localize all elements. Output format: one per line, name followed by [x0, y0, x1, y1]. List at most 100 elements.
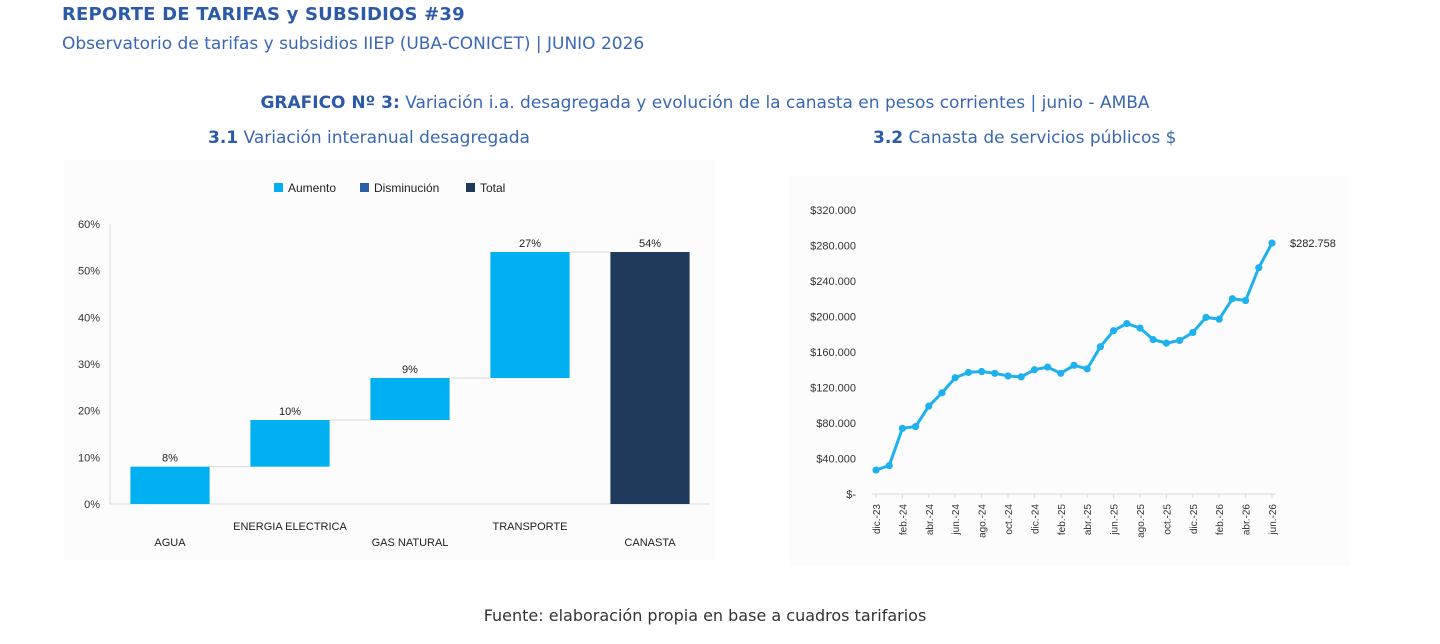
bar-transporte — [490, 252, 570, 378]
y-tick-label: $280.000 — [810, 241, 856, 253]
data-point — [1215, 315, 1223, 323]
waterfall-chart-panel: Aumento Disminución Total 0% 10% 20% 30% 40% 50%… — [64, 160, 714, 560]
data-point — [1030, 366, 1038, 374]
data-point — [1070, 361, 1078, 369]
y-tick-label: 50% — [78, 266, 100, 278]
data-point — [925, 402, 933, 410]
data-point — [1268, 239, 1276, 247]
data-point — [1123, 320, 1131, 328]
x-tick-label: dic.-23 — [872, 504, 883, 534]
figure-heading: GRAFICO Nº 3: Variación i.a. desagregada… — [0, 93, 1410, 113]
data-point — [938, 389, 946, 397]
y-tick-label: 40% — [78, 312, 100, 324]
x-tick-label: jun.-24 — [951, 504, 962, 536]
line-chart: $- $40.000 $80.000 $120.000 $160.000 $200.000… — [810, 205, 1336, 538]
panel-title-right: 3.2 Canasta de servicios públicos $ — [873, 128, 1176, 148]
category-label: TRANSPORTE — [493, 521, 568, 533]
y-tick-label: $- — [846, 489, 856, 501]
waterfall-chart: Aumento Disminución Total 0% 10% 20% 30% 40% 50%… — [78, 181, 710, 549]
data-point — [885, 462, 893, 470]
y-tick-label: 30% — [78, 359, 100, 371]
legend-swatch-total — [466, 183, 475, 192]
legend-swatch-aumento — [274, 183, 283, 192]
data-point — [951, 374, 959, 382]
data-label: 10% — [279, 406, 301, 418]
x-tick-label: abr.-26 — [1242, 504, 1253, 536]
x-tick-label: dic.-25 — [1189, 504, 1200, 534]
bar-energia-electrica — [250, 420, 330, 467]
data-point — [1004, 372, 1012, 380]
data-point — [1242, 296, 1250, 305]
data-point — [1176, 336, 1184, 345]
data-point — [1096, 343, 1104, 351]
y-tick-label: $240.000 — [810, 276, 856, 288]
x-tick-label: jun.-26 — [1268, 504, 1279, 536]
y-tick-label: $200.000 — [810, 312, 856, 324]
x-tick-label: jun.-25 — [1110, 504, 1121, 536]
figure-title: Variación i.a. desagregada y evolución d… — [405, 93, 1150, 113]
category-label: CANASTA — [624, 537, 676, 549]
data-point — [1017, 373, 1025, 381]
data-label: 9% — [402, 364, 418, 376]
data-point — [1136, 324, 1144, 332]
data-point — [912, 422, 920, 431]
y-tick-label: $120.000 — [810, 383, 856, 395]
x-tick-label: ago.-25 — [1136, 504, 1147, 538]
line-chart-panel: $- $40.000 $80.000 $120.000 $160.000 $200.000… — [790, 176, 1350, 566]
legend-label: Disminución — [374, 181, 439, 195]
panel-number-left: 3.1 — [208, 128, 239, 148]
x-tick-label: abr.-25 — [1083, 504, 1094, 536]
y-tick-label: $80.000 — [816, 418, 856, 430]
x-tick-label: feb.-26 — [1215, 504, 1226, 536]
y-tick-label: 20% — [78, 406, 100, 418]
panel-text-left: Variación interanual desagregada — [243, 128, 530, 148]
data-point — [1202, 313, 1210, 321]
data-label: 27% — [519, 238, 541, 250]
data-point — [1083, 365, 1091, 373]
legend-label: Total — [480, 181, 505, 195]
category-label: ENERGIA ELECTRICA — [233, 521, 347, 533]
panel-text-right: Canasta de servicios públicos $ — [908, 128, 1177, 148]
y-tick-label: $160.000 — [810, 347, 856, 359]
data-point — [1228, 295, 1236, 303]
bar-gas-natural — [370, 378, 450, 420]
category-label: GAS NATURAL — [372, 537, 449, 549]
legend-label: Aumento — [288, 181, 336, 195]
end-value-label: $282.758 — [1290, 238, 1336, 250]
y-tick-label: 0% — [84, 499, 100, 511]
data-point — [1149, 335, 1157, 344]
data-label: 8% — [162, 453, 178, 465]
data-point — [1189, 328, 1197, 337]
data-point — [898, 424, 906, 432]
x-tick-label: abr.-24 — [925, 504, 936, 536]
x-tick-label: ago.-24 — [978, 504, 989, 538]
x-tick-label: oct.-25 — [1162, 504, 1173, 535]
panel-number-right: 3.2 — [873, 128, 904, 148]
x-tick-label: feb.-24 — [898, 504, 909, 536]
source-note: Fuente: elaboración propia en base a cua… — [483, 606, 927, 625]
data-point — [1110, 327, 1118, 335]
report-title: REPORTE DE TARIFAS y SUBSIDIOS #39 — [62, 4, 465, 25]
y-tick-label: $320.000 — [810, 205, 856, 217]
y-tick-label: 10% — [78, 452, 100, 464]
data-point — [1255, 264, 1263, 272]
x-tick-label: dic.-24 — [1030, 504, 1041, 534]
data-point — [1044, 363, 1052, 371]
series-line — [875, 242, 1274, 472]
category-label: AGUA — [154, 537, 186, 549]
data-point — [1162, 339, 1170, 347]
data-point — [978, 367, 986, 376]
data-point — [991, 369, 999, 377]
panel-title-left: 3.1 Variación interanual desagregada — [208, 128, 530, 148]
legend-swatch-disminución — [360, 183, 369, 192]
data-point — [964, 368, 972, 377]
data-label: 54% — [639, 238, 661, 250]
x-tick-label: feb.-25 — [1057, 504, 1068, 536]
bar-canasta — [610, 252, 690, 504]
report-subtitle: Observatorio de tarifas y subsidios IIEP… — [62, 34, 645, 54]
figure-label: GRAFICO Nº 3: — [260, 93, 400, 113]
y-tick-label: $40.000 — [816, 454, 856, 466]
y-tick-label: 60% — [78, 219, 100, 231]
data-point — [872, 466, 880, 474]
x-tick-label: oct.-24 — [1004, 504, 1015, 535]
